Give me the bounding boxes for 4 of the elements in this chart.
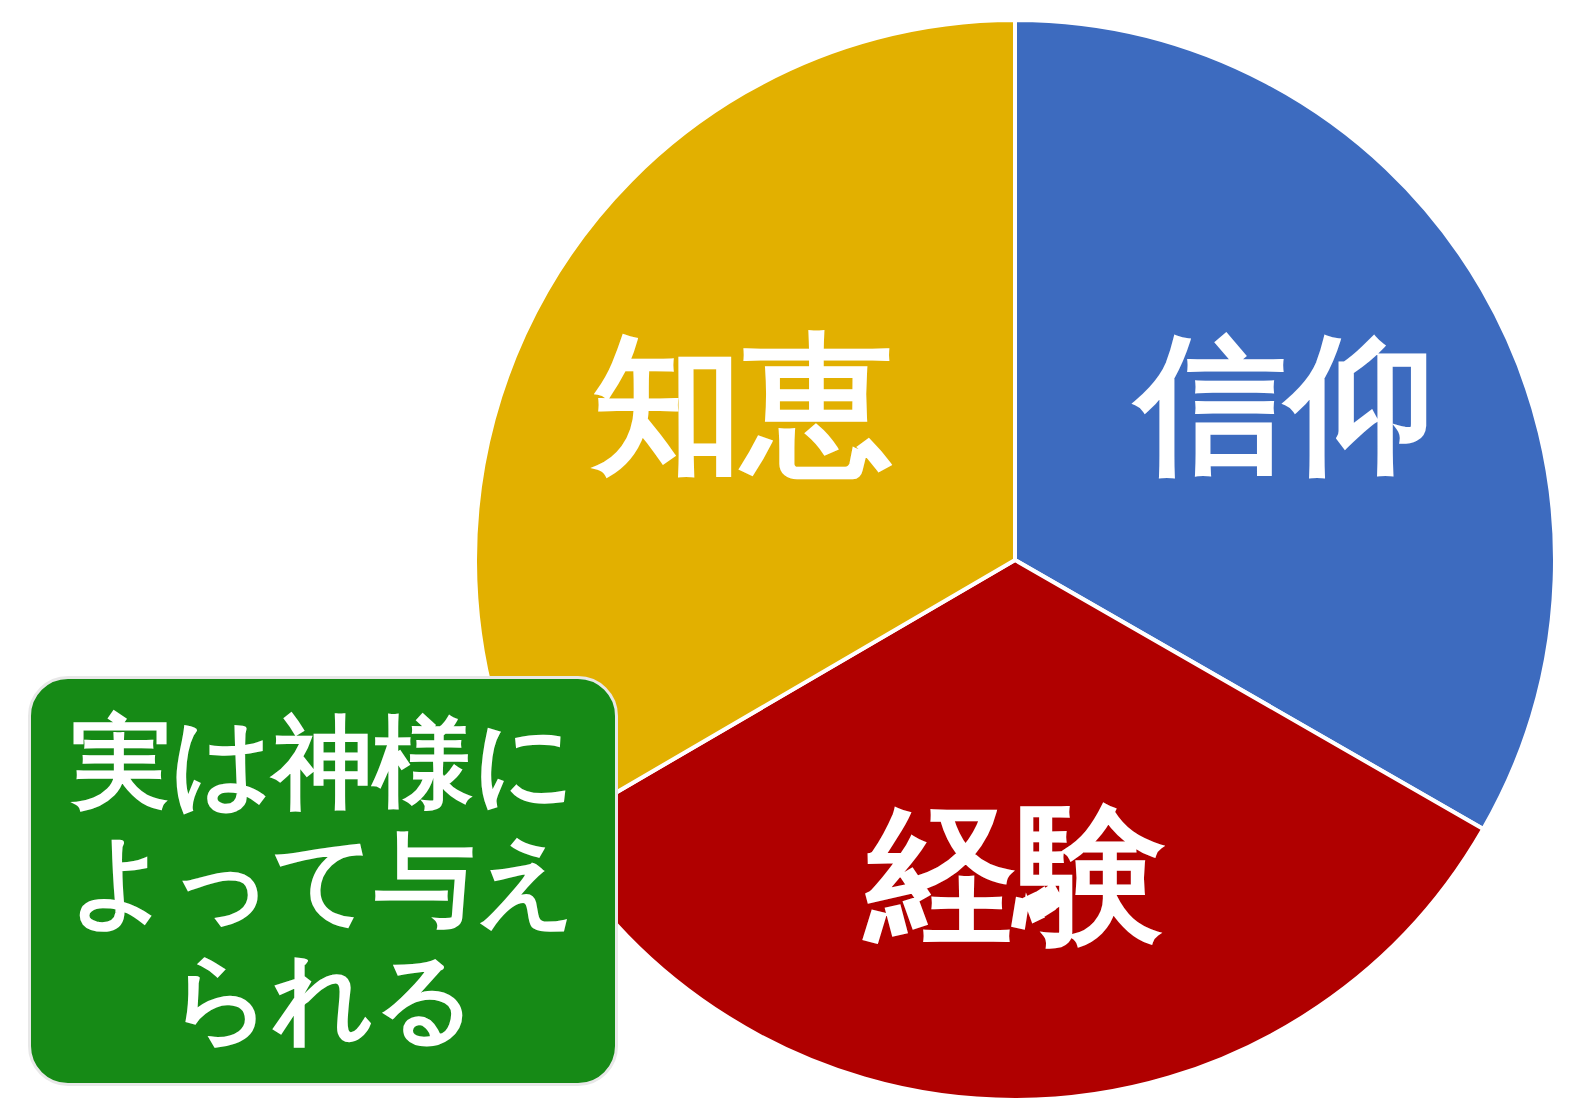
slice-label: 信仰 [1131,315,1437,492]
text: 実は神様によって与えられる [28,676,618,1086]
slice-label: 経験 [861,785,1166,962]
slice-label: 知恵 [590,315,894,492]
